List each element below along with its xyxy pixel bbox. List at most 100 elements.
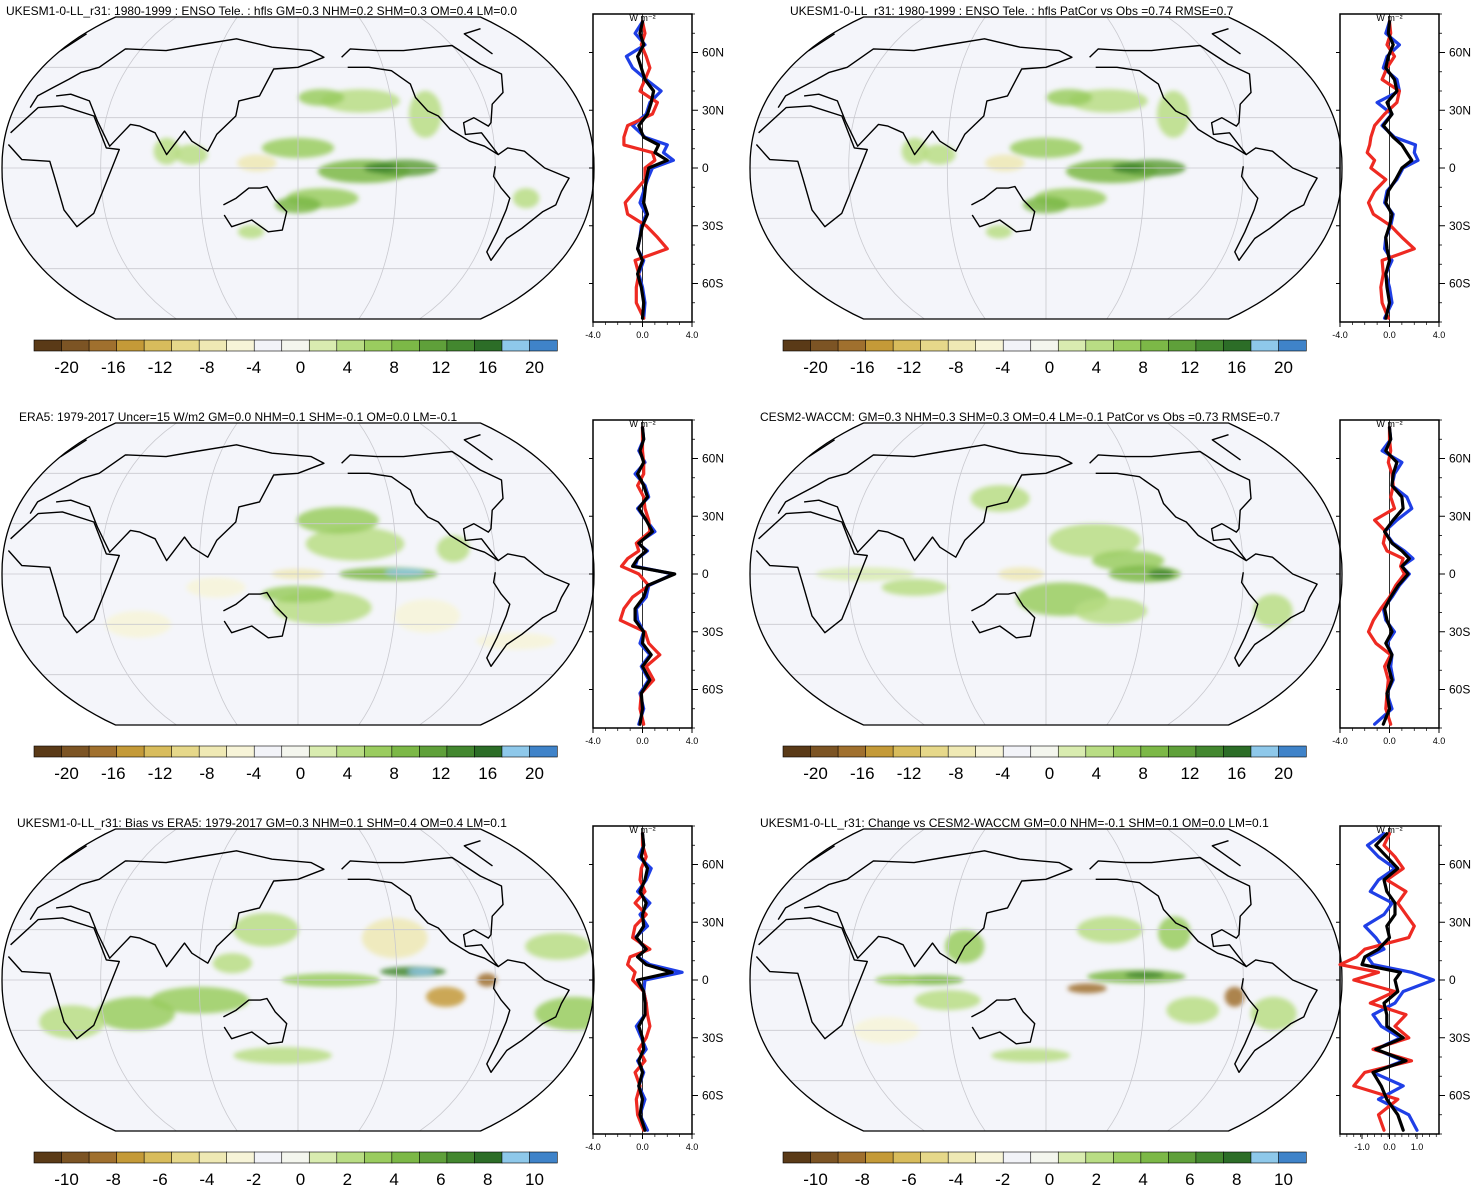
colorbar-segment bbox=[975, 745, 1004, 758]
profile-series-line bbox=[618, 426, 662, 726]
greenland-coastline bbox=[463, 28, 493, 55]
lat-label: 30N bbox=[702, 103, 724, 117]
field-contour bbox=[1046, 89, 1093, 106]
colorbar-label: -4 bbox=[995, 358, 1010, 377]
colorbar-segment bbox=[336, 1151, 365, 1164]
zonal-mean-profile: W m⁻² 60N 30N 0 30S 60S -1.0 0.0 1.0 bbox=[1336, 825, 1471, 1152]
colorbar-segment bbox=[364, 745, 393, 758]
colorbar: -20 -16 -12 -8 -4 0 4 8 12 16 20 bbox=[33, 339, 558, 377]
colorbar-segment bbox=[391, 745, 420, 758]
lat-label: 60N bbox=[702, 46, 724, 60]
map-border bbox=[1, 16, 595, 320]
eurasia-coastline bbox=[777, 444, 1073, 562]
colorbar-segment bbox=[837, 1151, 867, 1164]
colorbar-segment bbox=[1113, 339, 1142, 352]
eurasia-coastline bbox=[29, 850, 325, 968]
field-contour bbox=[1048, 523, 1141, 558]
north-america-coastline bbox=[341, 450, 504, 562]
field-contour bbox=[408, 968, 435, 975]
colorbar-segment bbox=[281, 745, 310, 758]
lat-label: 30N bbox=[1449, 915, 1471, 929]
colorbar-segment bbox=[1085, 339, 1114, 352]
colorbar-segment bbox=[364, 339, 393, 352]
colorbar-segment bbox=[865, 339, 894, 352]
field-contour bbox=[1166, 996, 1219, 1024]
colorbar-segment bbox=[1278, 745, 1307, 758]
africa-coastline bbox=[7, 105, 120, 228]
colorbar-label: -12 bbox=[148, 764, 173, 783]
panel-title: CESM2-WACCM: GM=0.3 NHM=0.3 SHM=0.3 OM=0… bbox=[760, 410, 1281, 424]
x-tick-label: 4.0 bbox=[686, 1142, 699, 1152]
colorbar-segment bbox=[253, 1151, 283, 1164]
colorbar: -20 -16 -12 -8 -4 0 4 8 12 16 20 bbox=[782, 745, 1307, 783]
profile-series-line bbox=[1360, 832, 1408, 1132]
colorbar: -20 -16 -12 -8 -4 0 4 8 12 16 20 bbox=[782, 339, 1307, 377]
field-contour bbox=[1224, 986, 1245, 1007]
meridian bbox=[198, 829, 238, 1131]
lat-label: 30S bbox=[1449, 1031, 1470, 1045]
shaded-field bbox=[901, 89, 1190, 239]
colorbar-label: 8 bbox=[389, 358, 398, 377]
colorbar-label: -16 bbox=[101, 764, 126, 783]
meridian bbox=[1106, 423, 1146, 725]
x-tick-label: 0.0 bbox=[1383, 736, 1396, 746]
colorbar-label: 0 bbox=[296, 764, 305, 783]
colorbar-segment bbox=[143, 745, 173, 758]
colorbar: -10 -8 -6 -4 -2 0 2 4 6 8 10 bbox=[782, 1151, 1307, 1189]
colorbar-segment bbox=[810, 339, 839, 352]
field-contour bbox=[476, 632, 556, 650]
colorbar-segment bbox=[419, 745, 448, 758]
colorbar-segment bbox=[1223, 339, 1252, 352]
colorbar-label: -20 bbox=[803, 358, 828, 377]
field-contour bbox=[385, 568, 425, 576]
x-tick-label: -4.0 bbox=[585, 736, 601, 746]
colorbar-label: 12 bbox=[1180, 358, 1199, 377]
colorbar-segment bbox=[837, 745, 867, 758]
colorbar-segment bbox=[308, 339, 338, 352]
colorbar-segment bbox=[1030, 1151, 1059, 1164]
profile-series-line bbox=[1366, 426, 1406, 726]
lat-label: 0 bbox=[702, 567, 709, 581]
colorbar-segment bbox=[501, 745, 531, 758]
lat-label: 0 bbox=[1449, 161, 1456, 175]
colorbar-label: 4 bbox=[343, 764, 352, 783]
colorbar-segment bbox=[810, 745, 839, 758]
colorbar-segment bbox=[975, 339, 1004, 352]
field-contour bbox=[512, 188, 540, 209]
field-contour bbox=[970, 485, 1030, 512]
map bbox=[749, 16, 1343, 320]
colorbar-segment bbox=[892, 745, 922, 758]
colorbar-segment bbox=[1195, 339, 1225, 352]
colorbar-label: -12 bbox=[897, 764, 922, 783]
colorbar-segment bbox=[1140, 745, 1169, 758]
meridian bbox=[198, 423, 238, 725]
lat-label: 30N bbox=[1449, 509, 1471, 523]
lat-label: 30N bbox=[702, 509, 724, 523]
panel-title: UKESM1-0-LL_r31: 1980-1999 : ENSO Tele. … bbox=[790, 4, 1234, 18]
colorbar-segment bbox=[171, 1151, 200, 1164]
coastlines bbox=[755, 840, 1318, 1073]
colorbar-label: -10 bbox=[803, 1170, 828, 1189]
colorbar-segment bbox=[391, 1151, 420, 1164]
field-contour bbox=[534, 996, 594, 1031]
colorbar-segment bbox=[364, 1151, 393, 1164]
colorbar-label: 12 bbox=[431, 358, 450, 377]
colorbar-segment bbox=[810, 1151, 839, 1164]
map-border bbox=[1, 422, 595, 726]
lat-label: 60N bbox=[1449, 858, 1471, 872]
colorbar-label: 20 bbox=[525, 764, 544, 783]
colorbar-label: 0 bbox=[296, 358, 305, 377]
africa-coastline bbox=[7, 917, 120, 1040]
colorbar-segment bbox=[446, 745, 476, 758]
field-contour bbox=[1067, 983, 1107, 994]
colorbar-label: 4 bbox=[389, 1170, 398, 1189]
lat-label: 60N bbox=[702, 452, 724, 466]
colorbar-segment bbox=[920, 1151, 949, 1164]
colorbar-label: 20 bbox=[1274, 764, 1293, 783]
colorbar-segment bbox=[33, 339, 63, 352]
x-tick-label: 4.0 bbox=[686, 330, 699, 340]
map bbox=[1, 16, 595, 320]
field-contour bbox=[298, 89, 345, 106]
meridian bbox=[358, 423, 398, 725]
coastlines bbox=[7, 840, 570, 1073]
